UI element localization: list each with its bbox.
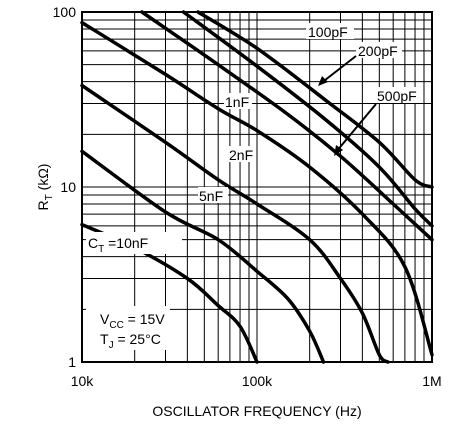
y-tick-label: 100 — [53, 4, 77, 20]
label-100pf: 100pF — [308, 24, 348, 40]
arrow-200pf — [319, 55, 357, 85]
label-500pf: 500pF — [377, 88, 417, 104]
condition-tj: TJ = 25°C — [100, 331, 161, 351]
label-ct-10nf: CT =10nF — [88, 235, 148, 255]
x-tick-label: 100k — [242, 373, 273, 389]
label-1nf: 1nF — [225, 94, 249, 110]
y-tick-label: 10 — [60, 179, 76, 195]
series-500pf-line — [196, 10, 434, 189]
x-axis-title: OSCILLATOR FREQUENCY (Hz) — [152, 403, 361, 419]
label-5nf: 5nF — [199, 188, 223, 204]
x-tick-label: 10k — [71, 373, 95, 389]
y-tick-label: 1 — [68, 354, 76, 370]
condition-vcc: VCC = 15V — [100, 311, 165, 331]
label-2nf: 2nF — [229, 147, 253, 163]
x-tick-label: 1M — [422, 373, 441, 389]
grid — [82, 12, 432, 362]
curves — [80, 10, 434, 364]
series-5nf-line — [80, 149, 326, 364]
curve-labels: 100pF 200pF 500pF 1nF 2nF 5nF CT =10nF — [86, 23, 421, 255]
series-2nf-line — [80, 83, 390, 364]
series-200pf-line — [181, 10, 434, 228]
series-1nf-line — [80, 20, 434, 357]
conditions: VCC = 15V TJ = 25°C — [86, 306, 170, 351]
arrowhead-200pf — [318, 76, 328, 86]
arrow-500pf — [335, 103, 377, 153]
label-200pf: 200pF — [358, 43, 398, 59]
tick-labels: 10k 100k 1M 1 10 100 — [53, 4, 442, 389]
arrowhead-500pf — [334, 145, 343, 156]
y-axis-title: RT (kΩ) — [35, 164, 55, 211]
series-100pf-line — [140, 10, 434, 242]
